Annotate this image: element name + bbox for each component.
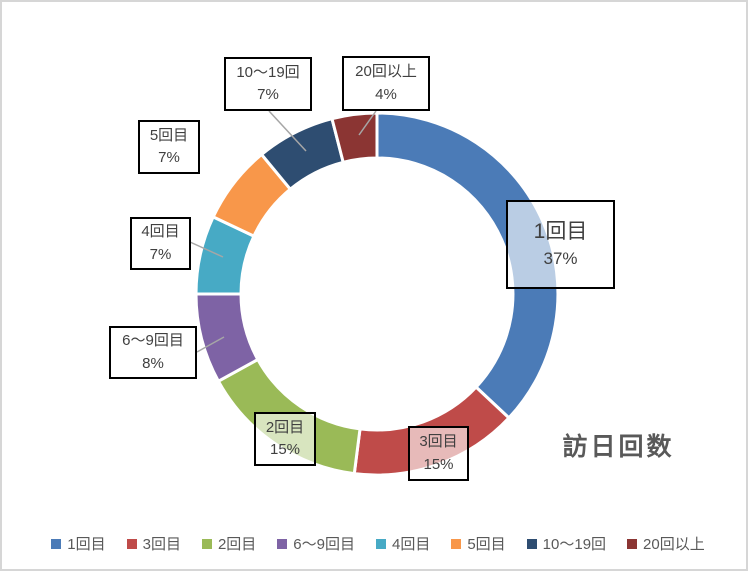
- data-label-percent: 15%: [423, 455, 454, 473]
- legend-item-visit-20plus[interactable]: 20回以上: [627, 533, 705, 554]
- legend-item-visit-4[interactable]: 4回目: [375, 533, 431, 554]
- legend-label: 5回目: [467, 536, 506, 553]
- legend-label: 6〜9回目: [293, 536, 355, 553]
- leader-lines: [189, 110, 377, 353]
- legend-marker-icon: [277, 538, 288, 549]
- legend-item-visit-10-19[interactable]: 10〜19回: [526, 533, 607, 554]
- data-label-visit-5[interactable]: 5回目 7%: [138, 120, 200, 174]
- data-label-text: 2回目: [265, 418, 305, 436]
- data-label-text: 3回目: [419, 433, 458, 450]
- data-label-percent: 7%: [149, 245, 172, 263]
- data-label-percent: 37%: [543, 249, 578, 269]
- leader-line-6-9kai: [196, 336, 225, 353]
- data-label-text: 20回以上: [355, 63, 417, 80]
- legend-label: 20回以上: [643, 536, 705, 553]
- data-label-text: 4回目: [141, 223, 180, 240]
- data-label-percent: 4%: [375, 85, 397, 103]
- data-label-visit-10-19[interactable]: 10〜19回 7%: [224, 57, 312, 111]
- legend-marker-icon: [201, 538, 212, 549]
- data-label-percent: 7%: [257, 86, 279, 103]
- data-label-visit-20plus[interactable]: 20回以上 4%: [342, 56, 430, 111]
- legend-marker-icon: [451, 538, 462, 549]
- data-label-visit-4[interactable]: 4回目 7%: [130, 217, 191, 270]
- data-label-percent: 7%: [158, 149, 180, 166]
- leader-line-20plus: [358, 110, 377, 136]
- data-label-text: 10〜19回: [236, 63, 300, 81]
- data-label-percent: 8%: [142, 354, 164, 372]
- legend-marker-icon: [627, 538, 638, 549]
- data-label-visit-6-9[interactable]: 6〜9回目 8%: [109, 326, 197, 379]
- data-label-visit-1[interactable]: 1回目 37%: [506, 200, 615, 289]
- legend-marker-icon: [526, 538, 537, 549]
- legend-label: 10〜19回: [542, 536, 607, 553]
- leader-line-10-19kai: [268, 110, 307, 152]
- data-label-visit-3[interactable]: 3回目 15%: [408, 426, 469, 481]
- legend-marker-icon: [126, 538, 137, 549]
- legend-label: 1回目: [67, 536, 106, 553]
- chart-title[interactable]: 訪日回数: [562, 433, 675, 461]
- legend-label: 2回目: [217, 536, 257, 553]
- data-label-visit-2[interactable]: 2回目 15%: [254, 412, 316, 466]
- data-label-text: 6〜9回目: [122, 332, 184, 349]
- leader-line-4kaime: [189, 241, 224, 258]
- data-label-percent: 15%: [269, 441, 301, 458]
- legend-item-visit-6-9[interactable]: 6〜9回目: [277, 533, 355, 554]
- legend-label: 4回目: [391, 536, 431, 553]
- legend-item-visit-5[interactable]: 5回目: [451, 533, 506, 554]
- legend: 1回目 3回目 2回目 6〜9回目 4回目 5回目 10〜19回 20回以上: [2, 533, 746, 554]
- donut-slice-1回目[interactable]: [375, 111, 560, 421]
- donut-slices: [194, 111, 560, 477]
- legend-marker-icon: [375, 538, 386, 549]
- legend-marker-icon: [51, 538, 62, 549]
- data-label-text: 5回目: [149, 126, 189, 144]
- legend-item-visit-3[interactable]: 3回目: [126, 533, 181, 554]
- legend-label: 3回目: [142, 536, 181, 553]
- legend-item-visit-2[interactable]: 2回目: [201, 533, 257, 554]
- legend-item-visit-1[interactable]: 1回目: [51, 533, 106, 554]
- data-label-text: 1回目: [533, 219, 588, 243]
